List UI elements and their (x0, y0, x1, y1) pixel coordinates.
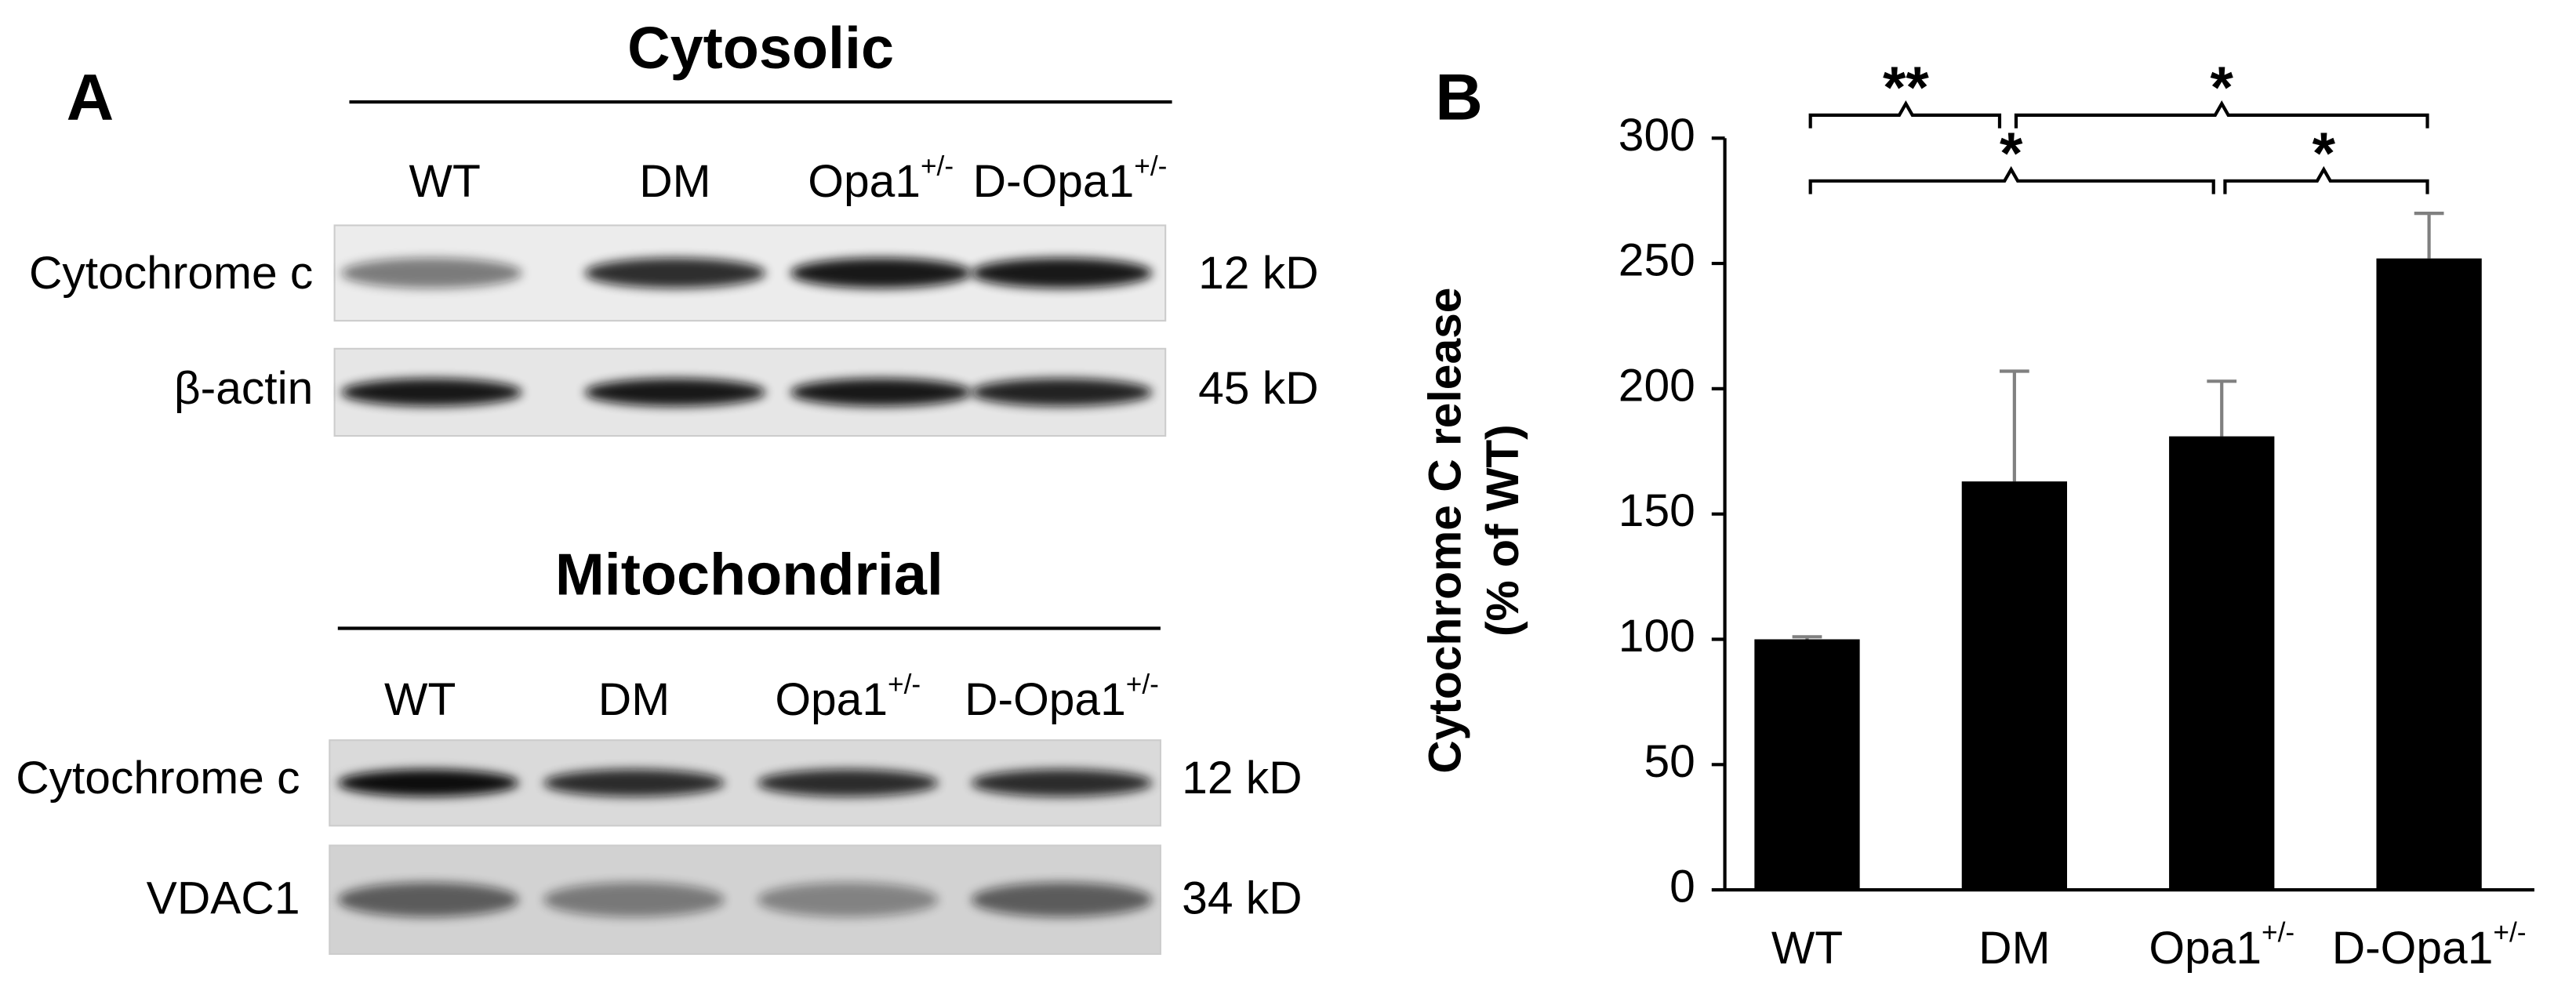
band (790, 378, 972, 407)
lane-label-sup: +/- (1126, 669, 1159, 700)
lane-label-sup: +/- (921, 151, 954, 182)
error-bar (1999, 369, 2029, 482)
lane-label-base: DM (598, 673, 670, 724)
significance-label: * (2211, 55, 2234, 121)
band (543, 769, 725, 797)
y-tick-label: 150 (1619, 485, 1695, 536)
size-label: 45 kD (1198, 363, 1318, 414)
x-tick-label: WT (1771, 922, 1843, 973)
band (971, 769, 1153, 797)
lane-label: D-Opa1+/- (965, 669, 1159, 725)
lane-label: DM (639, 156, 710, 207)
x-tick-label: DM (1978, 922, 2050, 973)
lane-label-base: WT (409, 156, 481, 207)
bar (2169, 436, 2275, 891)
band (584, 257, 766, 288)
section-title: Mitochondrial (555, 542, 943, 608)
significance-label: * (2000, 121, 2023, 187)
protein-label: β-actin (174, 363, 313, 414)
lane-label: D-Opa1+/- (973, 151, 1168, 207)
y-tick-label: 200 (1619, 360, 1695, 411)
significance-bracket (1808, 100, 2002, 129)
band (971, 378, 1153, 407)
lane-label: Opa1+/- (775, 669, 921, 725)
significance-bracket (2223, 165, 2429, 194)
band (584, 378, 766, 407)
x-tick-label-base: D-Opa1 (2332, 922, 2494, 973)
band (790, 257, 972, 288)
y-axis-title: Cytochrome C release (1420, 288, 1471, 774)
x-tick-label-base: DM (1978, 922, 2050, 973)
x-tick-label: D-Opa1+/- (2332, 918, 2527, 974)
protein-label: VDAC1 (147, 873, 300, 923)
lane-label: WT (409, 156, 481, 207)
y-tick-label: 0 (1669, 862, 1695, 912)
lane-label-sup: +/- (888, 669, 921, 700)
x-tick-label-base: Opa1 (2149, 922, 2262, 973)
band (757, 882, 939, 917)
lane-label-base: Opa1 (775, 673, 888, 724)
lane-label-sup: +/- (1134, 151, 1167, 182)
band (757, 769, 939, 797)
section-title: Cytosolic (627, 16, 894, 82)
y-tick-label: 100 (1619, 611, 1695, 662)
y-tick-label: 250 (1619, 235, 1695, 286)
lane-label: DM (598, 673, 670, 724)
band (340, 257, 522, 288)
y-tick-label: 300 (1619, 110, 1695, 161)
lane-label-base: D-Opa1 (973, 156, 1135, 207)
band (340, 378, 522, 407)
band (337, 882, 519, 917)
size-label: 12 kD (1182, 753, 1302, 804)
panel-label: B (1435, 60, 1483, 133)
size-label: 12 kD (1198, 248, 1318, 299)
x-tick-label-base: WT (1771, 922, 1843, 973)
band (971, 882, 1153, 917)
bar (1961, 481, 2067, 891)
x-tick-label: Opa1+/- (2149, 918, 2294, 974)
lane-label-base: D-Opa1 (965, 673, 1126, 724)
lane-label-base: Opa1 (808, 156, 921, 207)
y-axis-title: (% of WT) (1477, 424, 1528, 637)
error-bar (2207, 379, 2237, 437)
panel-label: A (67, 60, 114, 133)
significance-label: ** (1883, 55, 1929, 121)
lane-label: WT (384, 673, 456, 724)
bar (1754, 639, 1860, 891)
significance-bracket (2014, 100, 2429, 129)
y-tick-label: 50 (1644, 736, 1695, 787)
error-bar (1792, 635, 1822, 640)
protein-label: Cytochrome c (29, 248, 313, 299)
lane-label-base: WT (384, 673, 456, 724)
size-label: 34 kD (1182, 873, 1302, 923)
x-tick-label-sup: +/- (2493, 918, 2526, 949)
lane-label: Opa1+/- (808, 151, 954, 207)
band (337, 769, 519, 797)
bar (2376, 258, 2482, 891)
significance-bracket (1808, 165, 2215, 194)
band (971, 257, 1153, 288)
protein-label: Cytochrome c (16, 753, 300, 804)
error-bar (2414, 212, 2444, 259)
band (543, 882, 725, 917)
lane-label-base: DM (639, 156, 710, 207)
significance-label: * (2313, 121, 2336, 187)
x-tick-label-sup: +/- (2262, 918, 2294, 949)
